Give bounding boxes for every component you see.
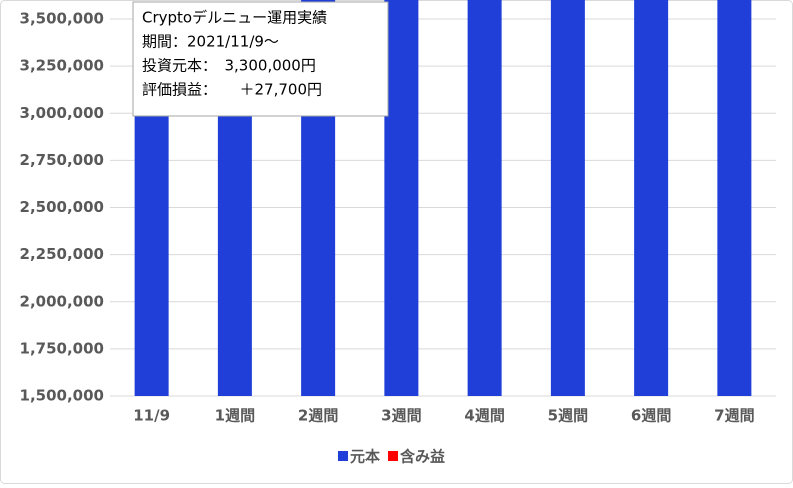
x-tick-label: 6週間 [631, 407, 671, 425]
bar-segment [634, 0, 669, 396]
bar-segment [467, 0, 502, 396]
x-tick-label: 2週間 [298, 407, 338, 425]
x-tick-label: 3週間 [381, 407, 421, 425]
annotation-line: 投資元本： 3,300,000円 [142, 57, 316, 75]
y-tick-label: 2,500,000 [20, 198, 104, 216]
x-tick-label: 11/9 [133, 407, 170, 425]
y-tick-label: 2,250,000 [20, 245, 104, 263]
y-tick-label: 3,250,000 [20, 57, 104, 75]
plot-area [110, 0, 776, 397]
annotation-line: 期間：2021/11/9～ [142, 33, 279, 51]
legend-swatch [338, 451, 348, 461]
annotation-frame [132, 1, 389, 117]
y-tick-label: 1,750,000 [20, 339, 104, 357]
x-tick-label: 5週間 [548, 407, 588, 425]
x-tick-label: 7週間 [714, 407, 754, 425]
annotation-line: 評価損益： ＋27,700円 [142, 81, 322, 99]
bar-segment [550, 0, 585, 396]
x-tick-label: 4週間 [464, 407, 504, 425]
bar-segment [384, 0, 419, 396]
annotation-line: Cryptoデルニュー運用実績 [142, 9, 327, 27]
y-tick-label: 3,500,000 [20, 10, 104, 28]
legend-label: 元本 [350, 448, 380, 466]
y-tick-label: 2,750,000 [20, 151, 104, 169]
legend-swatch [388, 451, 399, 461]
legend-label: 含み益 [400, 448, 445, 466]
y-tick-label: 3,000,000 [20, 104, 104, 122]
x-tick-label: 1週間 [215, 407, 255, 425]
y-tick-label: 1,500,000 [20, 387, 104, 405]
bar-segment [717, 0, 752, 396]
y-tick-label: 2,000,000 [20, 292, 104, 310]
